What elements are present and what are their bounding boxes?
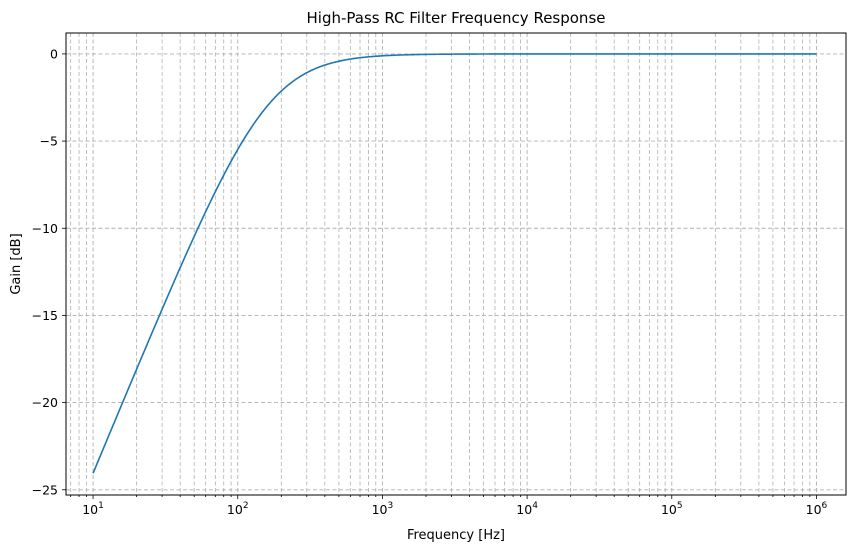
grid-layer xyxy=(66,33,846,495)
series-line xyxy=(92,53,817,474)
x-tick-base: 10 xyxy=(806,502,822,517)
x-tick-base: 10 xyxy=(82,502,98,517)
plot-frame xyxy=(65,32,847,496)
x-tick-label: 101 xyxy=(82,501,104,517)
x-tick-exponent: 1 xyxy=(98,501,104,511)
x-tick-exponent: 4 xyxy=(532,501,538,511)
x-tick-exponent: 3 xyxy=(388,501,394,511)
chart-title: High-Pass RC Filter Frequency Response xyxy=(307,9,606,27)
y-tick-label: −20 xyxy=(32,395,58,410)
y-tick-label: −25 xyxy=(32,482,58,497)
y-tick-label: −15 xyxy=(32,308,58,323)
x-tick-label: 104 xyxy=(516,501,538,517)
x-tick-base: 10 xyxy=(516,502,532,517)
series-layer xyxy=(92,53,817,474)
x-tick-base: 10 xyxy=(227,502,243,517)
x-tick-label: 102 xyxy=(227,501,249,517)
x-tick-label: 103 xyxy=(372,501,394,517)
x-tick-base: 10 xyxy=(372,502,388,517)
y-tick-label: 0 xyxy=(50,46,58,61)
y-tick-label: −10 xyxy=(32,221,58,236)
x-tick-exponent: 2 xyxy=(243,501,249,511)
x-tick-exponent: 6 xyxy=(822,501,828,511)
y-tick-label: −5 xyxy=(40,134,58,149)
y-axis-label: Gain [dB] xyxy=(9,233,24,294)
x-axis-label: Frequency [Hz] xyxy=(407,528,505,543)
x-tick-label: 105 xyxy=(661,501,683,517)
x-tick-exponent: 5 xyxy=(677,501,683,511)
x-tick-label: 106 xyxy=(806,501,828,517)
x-tick-base: 10 xyxy=(661,502,677,517)
